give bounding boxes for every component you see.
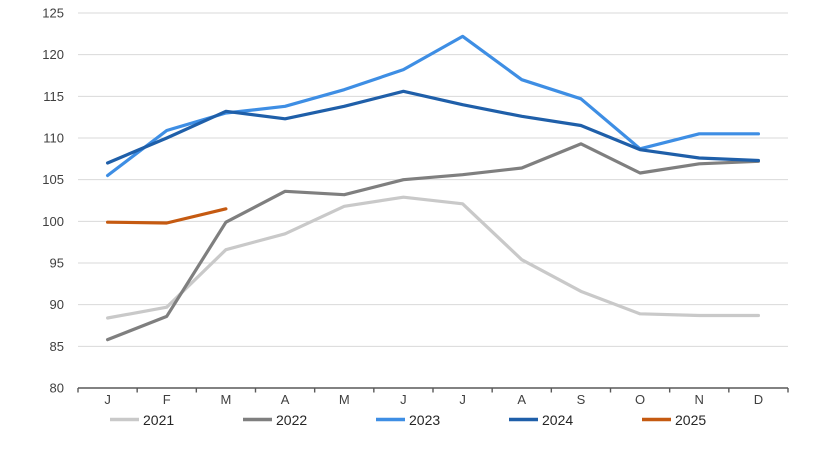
y-axis-tick-label: 85 xyxy=(50,339,64,354)
legend-label-2023: 2023 xyxy=(409,412,440,428)
x-axis-month-label: N xyxy=(695,392,704,407)
y-axis-tick-label: 95 xyxy=(50,256,64,271)
x-axis-month-label: M xyxy=(220,392,231,407)
legend-label-2025: 2025 xyxy=(675,412,706,428)
y-axis-tick-label: 80 xyxy=(50,381,64,396)
legend-label-2021: 2021 xyxy=(143,412,174,428)
legend-label-2022: 2022 xyxy=(276,412,307,428)
y-axis-tick-label: 90 xyxy=(50,297,64,312)
y-axis-tick-label: 120 xyxy=(42,47,64,62)
y-axis-tick-label: 115 xyxy=(43,89,64,104)
series-line-2024 xyxy=(105,89,761,165)
series-line-2022 xyxy=(105,142,761,342)
x-axis-month-label: M xyxy=(339,392,350,407)
y-axis-tick-label: 100 xyxy=(42,214,64,229)
x-axis-month-label: S xyxy=(577,392,586,407)
x-axis-month-label: J xyxy=(104,392,111,407)
x-axis-month-label: F xyxy=(163,392,171,407)
x-axis-month-label: J xyxy=(400,392,407,407)
y-axis-tick-label: 110 xyxy=(43,131,64,146)
x-axis-month-label: J xyxy=(459,392,466,407)
x-axis-month-label: A xyxy=(281,392,290,407)
y-axis-tick-label: 125 xyxy=(42,6,64,21)
series-line-2023 xyxy=(105,34,761,178)
x-axis-month-label: O xyxy=(635,392,645,407)
x-axis-month-label: D xyxy=(754,392,763,407)
y-axis-tick-label: 105 xyxy=(42,172,64,187)
x-axis-month-label: A xyxy=(517,392,526,407)
series-line-2025 xyxy=(105,207,228,225)
series-line-2021 xyxy=(105,195,761,320)
legend-label-2024: 2024 xyxy=(542,412,573,428)
